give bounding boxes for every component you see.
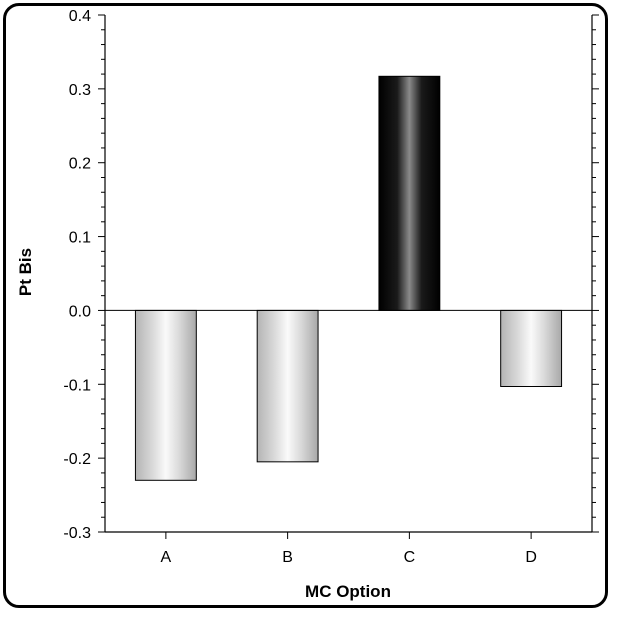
y-tick-label: 0.1 — [69, 230, 91, 247]
bar-c — [378, 75, 441, 311]
bar-b — [256, 309, 319, 463]
y-tick-label: 0.0 — [69, 303, 91, 320]
y-tick-label: 0.4 — [69, 8, 91, 25]
labels-layer: 0.4 0.3 0.2 0.1 0.0 -0.1 -0.2 -0.3 A B C D — [63, 8, 536, 566]
y-tick-label: -0.2 — [63, 451, 91, 468]
x-axis-title: MC Option — [305, 582, 391, 601]
x-tick-label-c: C — [404, 549, 416, 566]
x-tick-label-a: A — [161, 549, 172, 566]
x-tick-label-b: B — [282, 549, 293, 566]
y-tick-label: 0.3 — [69, 82, 91, 99]
x-tick-label-d: D — [525, 549, 537, 566]
bar-a — [134, 309, 197, 481]
y-tick-label: 0.2 — [69, 156, 91, 173]
bar-d — [500, 309, 563, 388]
axes-layer — [98, 14, 599, 539]
y-axis-title: Pt Bis — [16, 248, 35, 296]
bars-layer — [134, 75, 563, 481]
y-tick-label: -0.1 — [63, 377, 91, 394]
y-tick-label: -0.3 — [63, 525, 91, 542]
